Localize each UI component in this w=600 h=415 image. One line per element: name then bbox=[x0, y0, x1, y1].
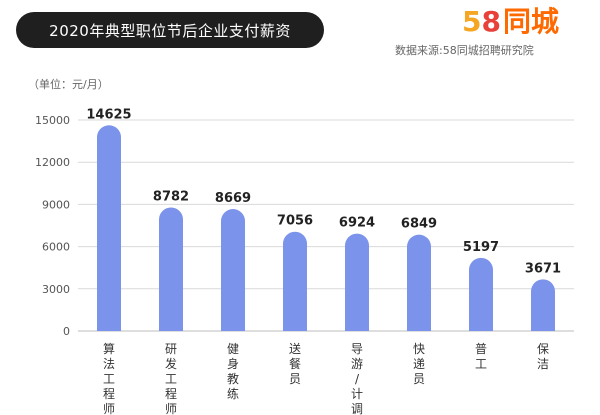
y-axis-ticks: 0 3000 6000 9000 12000 15000 bbox=[35, 114, 70, 338]
category-labels: 算法工程师 研发工程师 健身教练 送餐员 导游/计调 快递员 普工 保洁 bbox=[103, 341, 549, 415]
y-tick-label: 12000 bbox=[35, 156, 70, 169]
y-tick-label: 6000 bbox=[42, 241, 70, 254]
value-labels: 14625 8782 8669 7056 6924 6849 5197 3671 bbox=[86, 107, 561, 276]
bar bbox=[407, 234, 431, 331]
category-label: 快递员 bbox=[413, 342, 425, 386]
brand-logo: 58同城 bbox=[462, 5, 559, 39]
bar-value-label: 6849 bbox=[401, 217, 437, 232]
bar bbox=[345, 233, 369, 331]
category-label: 健身教练 bbox=[227, 342, 239, 401]
y-tick-label: 9000 bbox=[42, 198, 70, 211]
category-label: 普工 bbox=[475, 342, 487, 371]
category-label: 算法工程师 bbox=[103, 341, 115, 415]
logo-text: 同城 bbox=[502, 5, 559, 38]
category-label: 研发工程师 bbox=[165, 342, 177, 415]
y-tick-label: 0 bbox=[63, 325, 70, 338]
category-label: 保洁 bbox=[537, 342, 549, 371]
unit-label: （单位：元/月） bbox=[28, 78, 109, 91]
category-label: 送餐员 bbox=[289, 341, 301, 386]
bar bbox=[531, 279, 555, 331]
y-tick-label: 3000 bbox=[42, 283, 70, 296]
bar-value-label: 7056 bbox=[277, 214, 313, 229]
bar bbox=[283, 231, 307, 331]
logo-digit-5: 5 bbox=[462, 5, 482, 38]
bars bbox=[97, 125, 555, 331]
bar-value-label: 6924 bbox=[339, 216, 375, 231]
bar bbox=[97, 125, 122, 331]
grid-lines bbox=[78, 119, 574, 332]
bar-value-label: 14625 bbox=[86, 107, 131, 122]
data-source: 数据来源:58同城招聘研究院 bbox=[395, 44, 534, 57]
logo-digit-8: 8 bbox=[481, 5, 501, 38]
bar-value-label: 8669 bbox=[215, 191, 251, 206]
bar-value-label: 5197 bbox=[463, 240, 499, 255]
bar bbox=[221, 209, 245, 331]
bar-value-label: 8782 bbox=[153, 189, 189, 204]
bar-value-label: 3671 bbox=[525, 261, 561, 276]
chart-title: 2020年典型职位节后企业支付薪资 bbox=[16, 12, 324, 48]
category-label: 导游/计调 bbox=[351, 342, 363, 415]
bar bbox=[469, 257, 493, 331]
bar bbox=[159, 207, 183, 331]
y-tick-label: 15000 bbox=[35, 114, 70, 127]
